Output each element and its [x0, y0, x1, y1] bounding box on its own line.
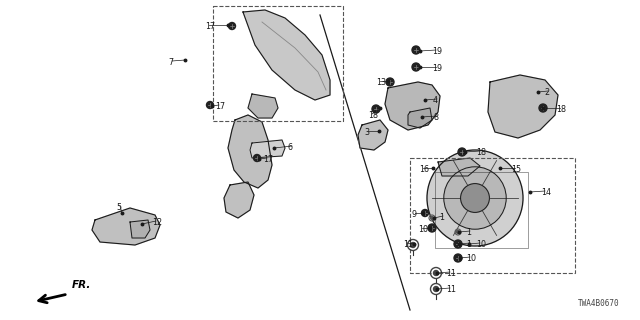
Text: 14: 14: [541, 188, 551, 197]
Text: 10: 10: [418, 225, 428, 234]
Circle shape: [410, 243, 415, 247]
Circle shape: [207, 101, 214, 108]
Text: FR.: FR.: [72, 280, 92, 290]
Bar: [213, 6, 343, 121]
Text: 2: 2: [544, 88, 549, 97]
Circle shape: [427, 150, 523, 246]
Text: TWA4B0670: TWA4B0670: [579, 299, 620, 308]
Polygon shape: [130, 220, 150, 238]
Circle shape: [456, 243, 460, 245]
Polygon shape: [243, 10, 330, 100]
Text: 18: 18: [368, 111, 378, 120]
Circle shape: [456, 230, 460, 234]
Text: 11: 11: [446, 285, 456, 294]
Text: 13: 13: [376, 78, 386, 87]
Polygon shape: [438, 158, 480, 176]
Circle shape: [458, 148, 466, 156]
Polygon shape: [488, 75, 558, 138]
Circle shape: [412, 46, 420, 54]
Circle shape: [372, 105, 380, 113]
Circle shape: [422, 210, 429, 217]
Text: 5: 5: [116, 203, 121, 212]
Circle shape: [253, 155, 260, 162]
Circle shape: [539, 104, 547, 112]
Circle shape: [433, 286, 438, 292]
Circle shape: [431, 217, 433, 220]
Text: 1: 1: [466, 240, 471, 249]
Text: 19: 19: [432, 47, 442, 56]
Polygon shape: [228, 115, 272, 188]
Polygon shape: [224, 182, 254, 218]
Circle shape: [461, 184, 490, 212]
Text: 15: 15: [511, 165, 521, 174]
Circle shape: [444, 167, 506, 229]
Text: 17: 17: [205, 22, 215, 31]
Circle shape: [428, 224, 436, 232]
Text: 8: 8: [433, 113, 438, 122]
Text: 1: 1: [439, 213, 444, 222]
Circle shape: [228, 22, 236, 29]
Text: 18: 18: [476, 148, 486, 157]
Text: 9: 9: [411, 210, 416, 219]
Text: 11: 11: [403, 240, 413, 249]
Circle shape: [433, 270, 438, 276]
Circle shape: [454, 254, 462, 262]
Text: 10: 10: [466, 254, 476, 263]
Circle shape: [386, 78, 394, 86]
Text: 17: 17: [215, 102, 225, 111]
Polygon shape: [248, 94, 278, 118]
Polygon shape: [385, 82, 440, 130]
Text: 18: 18: [556, 105, 566, 114]
Text: 4: 4: [433, 96, 438, 105]
Circle shape: [454, 240, 462, 248]
Polygon shape: [250, 140, 285, 158]
Polygon shape: [408, 108, 432, 128]
Text: 12: 12: [152, 218, 162, 227]
Text: 10: 10: [476, 240, 486, 249]
Text: 17: 17: [263, 155, 273, 164]
Text: 7: 7: [168, 58, 173, 67]
Polygon shape: [358, 120, 388, 150]
Polygon shape: [92, 208, 160, 245]
Text: 16: 16: [419, 165, 429, 174]
Text: 6: 6: [288, 143, 293, 152]
Text: 3: 3: [364, 128, 369, 137]
Text: 11: 11: [446, 269, 456, 278]
Bar: [410, 158, 575, 273]
Circle shape: [412, 63, 420, 71]
Text: 19: 19: [432, 64, 442, 73]
Text: 1: 1: [466, 228, 471, 237]
